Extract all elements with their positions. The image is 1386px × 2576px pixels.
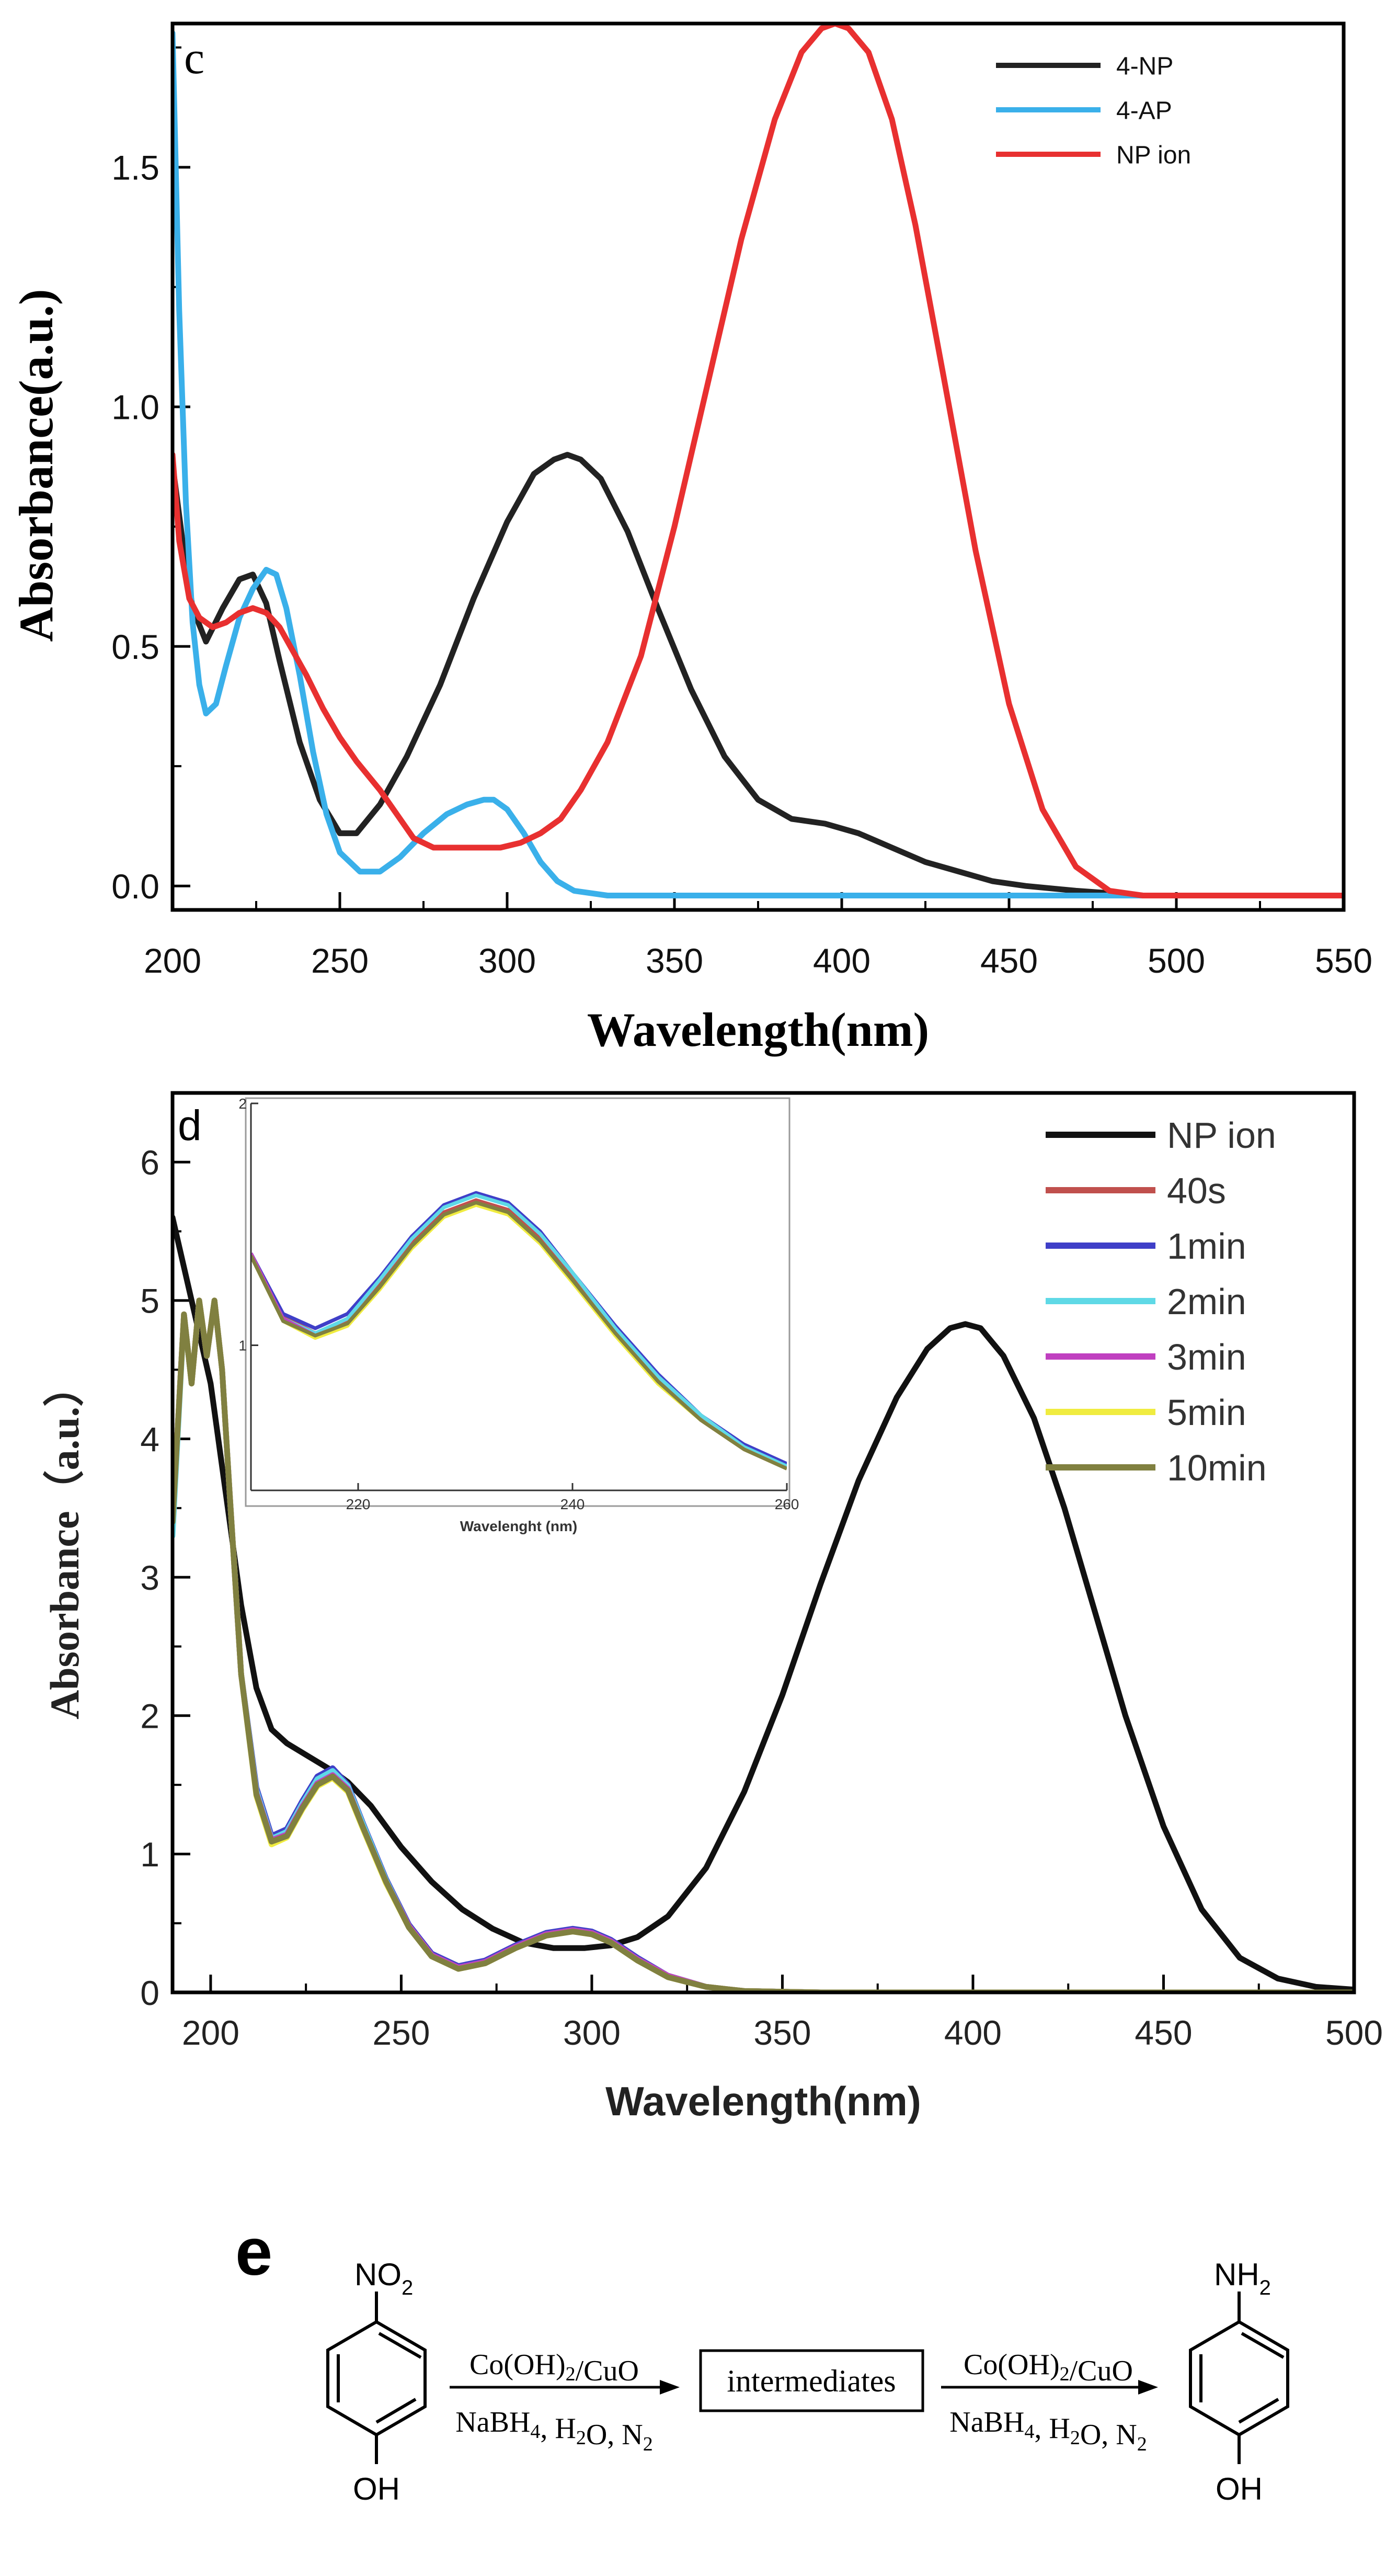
y-tick-label: 1.5 bbox=[111, 149, 159, 187]
x-tick-label: 400 bbox=[813, 941, 870, 980]
legend-label-10min: 10min bbox=[1167, 1447, 1267, 1488]
x-tick-label: 300 bbox=[563, 2013, 621, 2052]
inset-x-tick-label: 240 bbox=[560, 1496, 585, 1512]
chart-c-frame bbox=[170, 21, 1346, 912]
chart-d-legend: NP ion 40s 1min 2min 3min 5min 10min bbox=[1046, 1115, 1276, 1488]
reactant-double-bond bbox=[375, 2398, 417, 2424]
product-amino-group: NH2 bbox=[1214, 2257, 1271, 2299]
y-tick-label: 0.5 bbox=[111, 628, 159, 666]
intermediates-box bbox=[699, 2349, 924, 2412]
inset-y-tick-label: 2 bbox=[238, 1096, 247, 1112]
arrow2-reagent-bottom: NaBH4, H2O, N2 bbox=[949, 2406, 1147, 2455]
chart-d-y-axis-label: Absorbance（a.u.） bbox=[42, 1366, 87, 1719]
series-line-10min bbox=[173, 1297, 1354, 1992]
product-double-bond bbox=[1238, 2398, 1279, 2424]
intermediates-label: intermediates bbox=[727, 2364, 896, 2398]
x-tick-label: 250 bbox=[311, 941, 369, 980]
reactant-hydroxyl-group: OH bbox=[353, 2471, 400, 2506]
legend-label-5min: 5min bbox=[1167, 1392, 1246, 1433]
inset-background bbox=[245, 1097, 791, 1507]
inset-ticks bbox=[251, 1102, 788, 1490]
arrow2-reagent-top: Co(OH)2/CuO bbox=[964, 2349, 1133, 2387]
y-tick-label: 0.0 bbox=[111, 867, 159, 906]
inset-x-tick-labels: 220 240 260 bbox=[346, 1496, 799, 1512]
inset-x-tick-label: 220 bbox=[346, 1496, 371, 1512]
chart-d-plot-area bbox=[173, 1214, 1354, 1992]
x-tick-label: 350 bbox=[753, 2013, 811, 2052]
product-hydroxyl-group: OH bbox=[1216, 2471, 1263, 2506]
product-double-bond bbox=[1241, 2332, 1285, 2359]
legend-label-1min: 1min bbox=[1167, 1226, 1246, 1267]
chart-d-x-tick-labels: 200 250 300 350 400 450 500 bbox=[182, 2013, 1383, 2052]
chart-panel-c: c 200 250 300 350 400 450 500 550 0.00.51.01.5 … bbox=[9, 21, 1372, 1056]
inset-plot-area bbox=[251, 1191, 787, 1471]
series-line-4-np bbox=[173, 452, 1344, 898]
y-tick-label: 1.0 bbox=[111, 388, 159, 427]
y-tick-label: 5 bbox=[140, 1282, 159, 1320]
reactant-nitro-group: NO2 bbox=[354, 2257, 413, 2299]
scheme-panel-label: e bbox=[235, 2215, 272, 2289]
product-benzene-ring bbox=[1189, 2320, 1289, 2437]
inset-series-line-2min bbox=[251, 1193, 787, 1468]
arrow2-head bbox=[1138, 2380, 1158, 2395]
x-tick-label: 500 bbox=[1148, 941, 1205, 980]
x-tick-label: 200 bbox=[182, 2013, 239, 2052]
x-tick-label: 500 bbox=[1325, 2013, 1383, 2052]
series-line-np-ion bbox=[173, 1214, 1354, 1992]
chart-d-frame bbox=[170, 1091, 1356, 1994]
inset-y-tick-labels: 12 bbox=[238, 1096, 247, 1354]
x-tick-label: 400 bbox=[944, 2013, 1002, 2052]
legend-label-4-ap: 4-AP bbox=[1116, 97, 1172, 124]
legend-label-2min: 2min bbox=[1167, 1281, 1246, 1322]
y-tick-label: 6 bbox=[140, 1143, 159, 1182]
chart-d-y-tick-labels: 0 1 2 3 4 5 6 bbox=[140, 1143, 159, 2012]
y-tick-label: 2 bbox=[140, 1697, 159, 1736]
reactant-structure bbox=[326, 2292, 427, 2464]
y-tick-label: 1 bbox=[140, 1835, 159, 1874]
y-tick-label: 3 bbox=[140, 1558, 159, 1597]
series-line-np-ion bbox=[173, 24, 1344, 898]
chart-c-y-axis-label: Absorbance(a.u.) bbox=[9, 289, 63, 642]
y-tick-label: 4 bbox=[140, 1420, 159, 1458]
reactant-double-bond bbox=[378, 2332, 422, 2359]
x-tick-label: 200 bbox=[144, 941, 201, 980]
inset-series-line-10min bbox=[251, 1201, 787, 1471]
legend-label-np-ion: NP ion bbox=[1167, 1115, 1276, 1156]
x-tick-label: 450 bbox=[1135, 2013, 1192, 2052]
legend-label-3min: 3min bbox=[1167, 1337, 1246, 1377]
legend-label-40s: 40s bbox=[1167, 1170, 1226, 1211]
chart-c-legend: 4-NP 4-AP NP ion bbox=[996, 52, 1191, 169]
arrow1-head bbox=[660, 2380, 680, 2395]
chart-c-panel-label: c bbox=[184, 33, 204, 84]
x-tick-label: 350 bbox=[646, 941, 703, 980]
x-tick-label: 300 bbox=[478, 941, 536, 980]
chart-c-plot-area bbox=[173, 24, 1344, 898]
arrow1-reagent-top: Co(OH)2/CuO bbox=[469, 2349, 639, 2387]
reaction-scheme: e NO2 OH Co(OH)2/CuO NaBH4, H2O, N2 inte… bbox=[235, 2215, 1289, 2506]
chart-c-y-tick-labels: 0.0 0.5 1.0 1.5 bbox=[111, 149, 159, 906]
chart-c-x-axis-label: Wavelength(nm) bbox=[587, 1003, 929, 1056]
inset-x-tick-label: 260 bbox=[775, 1496, 799, 1512]
reactant-benzene-ring bbox=[326, 2320, 427, 2437]
chart-d-x-axis-label: Wavelength(nm) bbox=[605, 2078, 921, 2124]
chart-d-inset: 220 240 260 12 Wavelenght (nm) bbox=[238, 1096, 799, 1534]
inset-series-group bbox=[251, 1191, 787, 1471]
chart-c-series-group bbox=[173, 24, 1344, 898]
legend-label-np-ion: NP ion bbox=[1116, 141, 1191, 169]
product-structure bbox=[1189, 2292, 1289, 2464]
chart-c-x-tick-labels: 200 250 300 350 400 450 500 550 bbox=[144, 941, 1372, 980]
legend-label-4-np: 4-NP bbox=[1116, 52, 1173, 80]
y-tick-label: 0 bbox=[140, 1974, 159, 2012]
x-tick-label: 450 bbox=[980, 941, 1038, 980]
arrow1-reagent-bottom: NaBH4, H2O, N2 bbox=[455, 2406, 652, 2455]
x-tick-label: 550 bbox=[1315, 941, 1372, 980]
series-line-4-ap bbox=[173, 30, 1344, 898]
chart-d-panel-label: d bbox=[178, 1102, 202, 1149]
x-tick-label: 250 bbox=[372, 2013, 430, 2052]
inset-y-tick-label: 1 bbox=[238, 1338, 247, 1354]
chart-d-series-group bbox=[173, 1214, 1354, 1992]
inset-x-axis-label: Wavelenght (nm) bbox=[460, 1518, 578, 1534]
